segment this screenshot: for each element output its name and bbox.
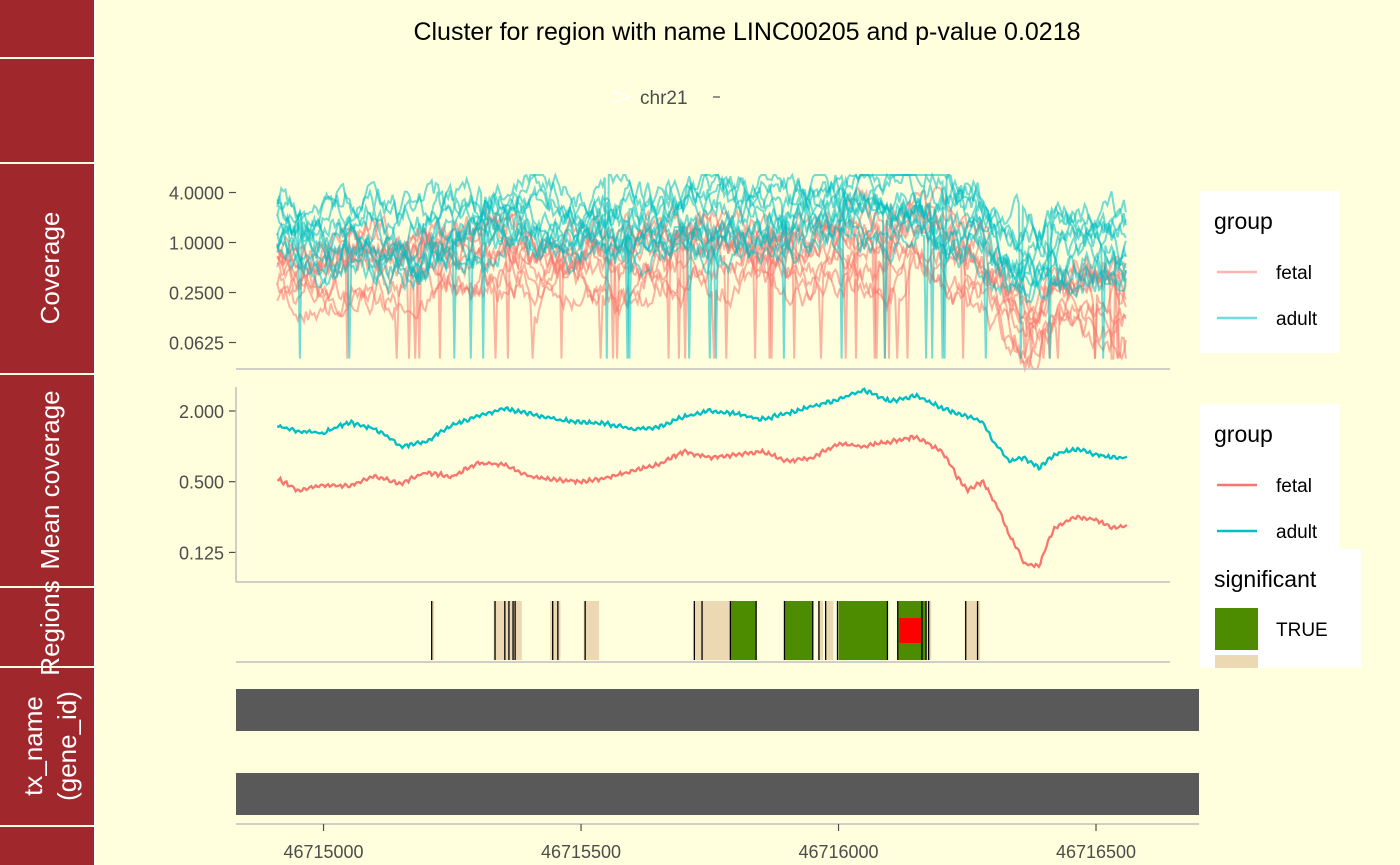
region-block xyxy=(730,601,757,660)
strip-label-coverage: Coverage xyxy=(35,212,65,325)
mean-legend-adult: adult xyxy=(1276,522,1318,543)
region-block xyxy=(838,601,888,660)
strip-panel-1 xyxy=(0,59,95,162)
track-strips: Coverage Mean coverage Regions tx_name (gene… xyxy=(0,0,96,865)
strip-label-mean: Mean coverage xyxy=(35,390,65,569)
mean-line-fetal xyxy=(277,434,1128,569)
coverage-line-adult xyxy=(276,174,1127,359)
region-block xyxy=(493,601,522,660)
transcript-bar xyxy=(236,689,1199,731)
x-tick-label: 46716000 xyxy=(798,842,878,862)
region-highlight xyxy=(899,618,921,643)
mean-line-adult xyxy=(276,387,1128,471)
region-block xyxy=(817,601,824,660)
mean-y-tick-label: 2.000 xyxy=(179,402,224,422)
strip-panel-0 xyxy=(0,0,95,57)
chromosome-label: chr21 xyxy=(640,88,688,109)
chart-title: Cluster for region with name LINC00205 a… xyxy=(413,18,1080,46)
region-block xyxy=(431,601,435,660)
x-axis-ticks: 46715000 46715500 46716000 46716500 xyxy=(283,824,1136,862)
coverage-legend-fetal: fetal xyxy=(1276,263,1312,284)
x-tick-label: 46715500 xyxy=(541,842,621,862)
x-tick-label: 46715000 xyxy=(283,842,363,862)
coverage-legend: group fetal adult xyxy=(1200,191,1340,353)
strip-panel-2 xyxy=(0,164,95,373)
region-block xyxy=(550,601,561,660)
mean-coverage-legend: group fetal adult xyxy=(1200,404,1340,554)
strip-panel-5 xyxy=(0,668,95,825)
strip-panel-4 xyxy=(0,588,95,666)
coverage-y-tick-label: 4.0000 xyxy=(169,184,224,204)
strip-panel-3 xyxy=(0,375,95,586)
regions-legend-title: significant xyxy=(1214,566,1317,592)
coverage-y-tick-label: 0.0625 xyxy=(169,334,224,354)
legend-key-false xyxy=(1215,655,1258,668)
strip-label-transcripts: tx_name (gene_id) xyxy=(18,691,82,801)
mean-legend-title: group xyxy=(1214,421,1273,447)
regions-legend-true: TRUE xyxy=(1276,620,1328,641)
strip-panel-6 xyxy=(0,827,95,865)
regions-legend: significant TRUE FALSE xyxy=(1200,549,1361,687)
ideogram-arrow-icon xyxy=(611,90,633,104)
coverage-line-adult xyxy=(276,171,1127,359)
coverage-lines xyxy=(276,171,1127,373)
region-block xyxy=(694,601,731,660)
region-block xyxy=(825,601,834,660)
coverage-y-tick-label: 0.2500 xyxy=(169,284,224,304)
region-block xyxy=(583,601,600,660)
chromosome-ideogram: chr21 xyxy=(611,88,720,109)
coverage-legend-adult: adult xyxy=(1276,309,1318,330)
transcripts-panel xyxy=(236,689,1199,815)
transcript-bar xyxy=(236,773,1199,815)
regions-panel xyxy=(236,601,1170,663)
mean-y-tick-label: 0.125 xyxy=(179,543,224,563)
strip-label-regions: Regions xyxy=(35,580,65,675)
mean-y-tick-label: 0.500 xyxy=(179,473,224,493)
coverage-legend-title: group xyxy=(1214,208,1273,234)
x-tick-label: 46716500 xyxy=(1056,842,1136,862)
legend-key-true xyxy=(1215,608,1258,650)
coverage-y-tick-label: 1.0000 xyxy=(169,234,224,254)
mean-legend-fetal: fetal xyxy=(1276,476,1312,497)
coverage-line-adult xyxy=(276,198,1127,359)
coverage-panel: 4.0000 1.0000 0.2500 0.0625 xyxy=(169,171,1170,373)
mean-coverage-y-axis: 2.000 0.500 0.125 xyxy=(179,402,236,563)
coverage-line-adult xyxy=(276,171,1127,359)
region-blocks xyxy=(431,601,981,660)
regions-legend-false: FALSE xyxy=(1276,666,1335,687)
region-block xyxy=(784,601,813,660)
mean-coverage-panel: 2.000 0.500 0.125 xyxy=(179,387,1170,583)
mean-coverage-lines xyxy=(276,387,1128,569)
region-block xyxy=(964,601,981,660)
coverage-y-axis: 4.0000 1.0000 0.2500 0.0625 xyxy=(169,184,236,354)
coverage-line-adult xyxy=(276,191,1127,359)
